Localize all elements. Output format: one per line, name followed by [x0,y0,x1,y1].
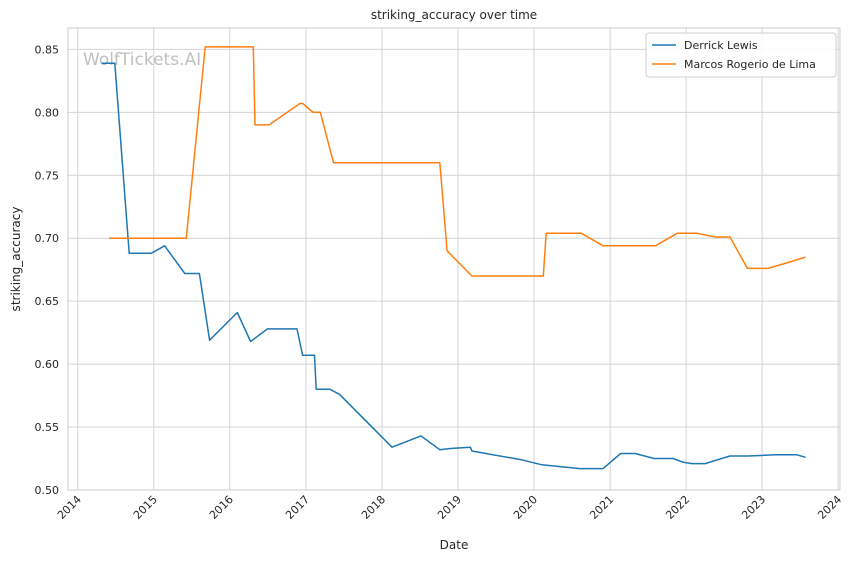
legend-box [645,32,837,78]
y-axis-ticks: 0.50 0.55 0.60 0.65 0.70 0.75 0.80 0.85 [35,43,60,497]
chart-title: striking_accuracy over time [371,8,537,22]
plot-frame [67,27,841,491]
series-layer [101,46,806,470]
watermark: WolfTickets.AI [83,50,201,70]
y-tick-label: 0.70 [35,232,60,245]
y-tick-label: 0.60 [35,358,60,371]
legend: Derrick Lewis Marcos Rogerio de Lima [645,32,837,78]
x-axis-label: Date [440,538,469,552]
y-axis-label: striking_accuracy [9,207,23,312]
legend-entry: Marcos Rogerio de Lima [684,58,816,71]
series-line [109,46,806,277]
y-tick-label: 0.55 [35,421,60,434]
legend-entry: Derrick Lewis [684,39,758,52]
y-tick-label: 0.80 [35,106,60,119]
series-line [101,62,806,470]
y-tick-label: 0.85 [35,43,60,56]
x-axis-ticks: 2014 2015 2016 2017 2018 2019 2020 2021 2022 2023… [55,493,844,522]
y-tick-label: 0.75 [35,169,60,182]
y-tick-label: 0.65 [35,295,60,308]
y-tick-label: 0.50 [35,484,60,497]
